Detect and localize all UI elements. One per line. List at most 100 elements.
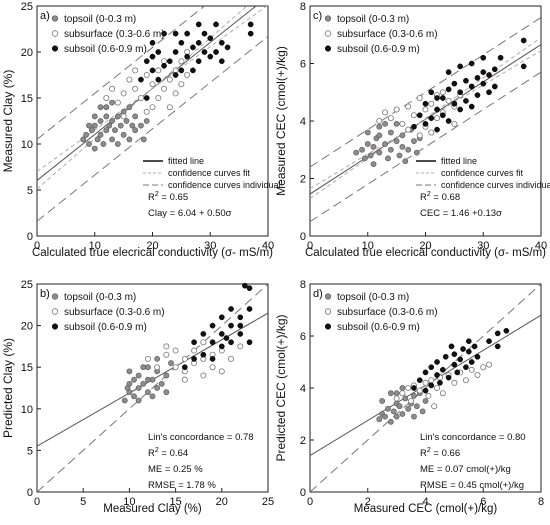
- data-point: [218, 331, 225, 337]
- data-point: [138, 122, 144, 129]
- data-point: [474, 92, 481, 98]
- data-point: [451, 351, 458, 358]
- data-point: [416, 387, 423, 394]
- data-point: [120, 90, 127, 97]
- data-point: [224, 44, 231, 51]
- data-point: [178, 58, 185, 65]
- data-point: [218, 343, 225, 350]
- data-point: [468, 60, 475, 67]
- data-point: [457, 63, 463, 70]
- data-point: [195, 58, 202, 65]
- data-point: [457, 106, 463, 113]
- data-point: [163, 372, 170, 379]
- legend-label: subsurface (0.3-0.6 m): [64, 29, 165, 40]
- data-point: [144, 376, 151, 383]
- series-topsoil: [121, 355, 174, 404]
- data-point: [434, 359, 440, 365]
- data-point: [387, 390, 394, 397]
- data-point: [486, 338, 492, 345]
- y-tick-label: 20: [21, 47, 33, 59]
- data-point: [195, 21, 202, 28]
- panel-label: b): [40, 288, 50, 300]
- data-point: [200, 372, 207, 379]
- data-point: [445, 97, 452, 104]
- data-point: [451, 361, 458, 368]
- x-tick-label: 5: [80, 496, 86, 508]
- data-point: [163, 343, 170, 350]
- data-point: [218, 314, 225, 321]
- y-axis-label: Predicted CEC (cmol(+)/kg): [274, 314, 288, 461]
- data-point: [428, 377, 435, 384]
- data-point: [451, 80, 458, 87]
- data-point: [480, 54, 487, 61]
- y-tick-label: 25: [21, 1, 33, 13]
- data-point: [486, 89, 492, 96]
- data-point: [154, 364, 161, 371]
- y-tick-label: 15: [21, 93, 33, 105]
- data-point: [103, 113, 110, 120]
- data-point: [439, 112, 446, 119]
- data-point: [207, 53, 214, 60]
- y-tick-label: 15: [21, 362, 33, 374]
- data-point: [132, 85, 139, 92]
- legend-label: topsoil (0-0.3 m): [337, 14, 409, 25]
- data-point: [402, 395, 409, 402]
- data-point: [149, 393, 156, 400]
- data-point: [399, 390, 406, 397]
- x-tick-label: 10: [89, 240, 101, 252]
- data-point: [218, 39, 225, 46]
- data-point: [387, 129, 394, 136]
- data-point: [97, 118, 104, 124]
- data-point: [410, 112, 417, 119]
- data-point: [437, 379, 443, 386]
- data-point: [428, 382, 435, 389]
- stats: R2 = 0.68 CEC = 1.46 +0.13σ: [420, 191, 502, 219]
- panel-b: 0 5 10 15 20 25 0 5 10 15 20 25 Measured Clay (%) Pre…: [1, 279, 274, 515]
- data-point: [228, 306, 234, 312]
- fit-line-confidence-curves-fit: [37, 6, 248, 190]
- data-point: [91, 113, 98, 120]
- data-point: [454, 369, 461, 376]
- data-point: [178, 67, 185, 74]
- data-point: [121, 397, 128, 404]
- data-point: [445, 69, 452, 75]
- y-tick-label: 20: [21, 321, 33, 333]
- data-point: [149, 81, 156, 88]
- stats-text: CEC = 1.46 +0.13σ: [420, 208, 502, 219]
- data-point: [428, 364, 435, 371]
- data-point: [494, 330, 501, 337]
- stats: Lin's concordance = 0.80 R2 = 0.66 ME = 0.…: [420, 432, 526, 491]
- x-tick-label: 0: [34, 240, 40, 252]
- data-point: [83, 131, 89, 138]
- data-point: [468, 103, 475, 110]
- data-point: [213, 49, 219, 55]
- data-point: [408, 397, 415, 404]
- data-point: [247, 30, 254, 37]
- data-point: [382, 109, 389, 116]
- data-point: [364, 129, 371, 136]
- data-point: [132, 127, 139, 134]
- data-point: [393, 138, 400, 145]
- legend-line-label: confidence curves fit: [168, 168, 251, 178]
- data-point: [451, 100, 458, 107]
- data-point: [97, 131, 104, 138]
- data-point: [474, 371, 481, 378]
- data-point: [494, 343, 501, 350]
- data-point: [465, 338, 472, 345]
- data-point: [109, 85, 116, 92]
- data-point: [462, 377, 469, 384]
- data-point: [382, 413, 388, 420]
- data-point: [376, 149, 383, 156]
- data-point: [131, 376, 137, 383]
- data-point: [405, 405, 412, 412]
- data-point: [428, 100, 435, 107]
- panel-label: a): [40, 10, 50, 22]
- data-point: [411, 138, 417, 145]
- data-point: [393, 120, 400, 127]
- data-point: [246, 306, 253, 312]
- legend-label: subsoil (0.6-0.9 m): [64, 322, 147, 333]
- stats: Lin's concordance = 0.78 R2 = 0.64 ME = 0.…: [148, 432, 254, 491]
- data-point: [129, 122, 136, 129]
- data-point: [149, 67, 156, 74]
- y-tick-label: 2: [300, 435, 306, 447]
